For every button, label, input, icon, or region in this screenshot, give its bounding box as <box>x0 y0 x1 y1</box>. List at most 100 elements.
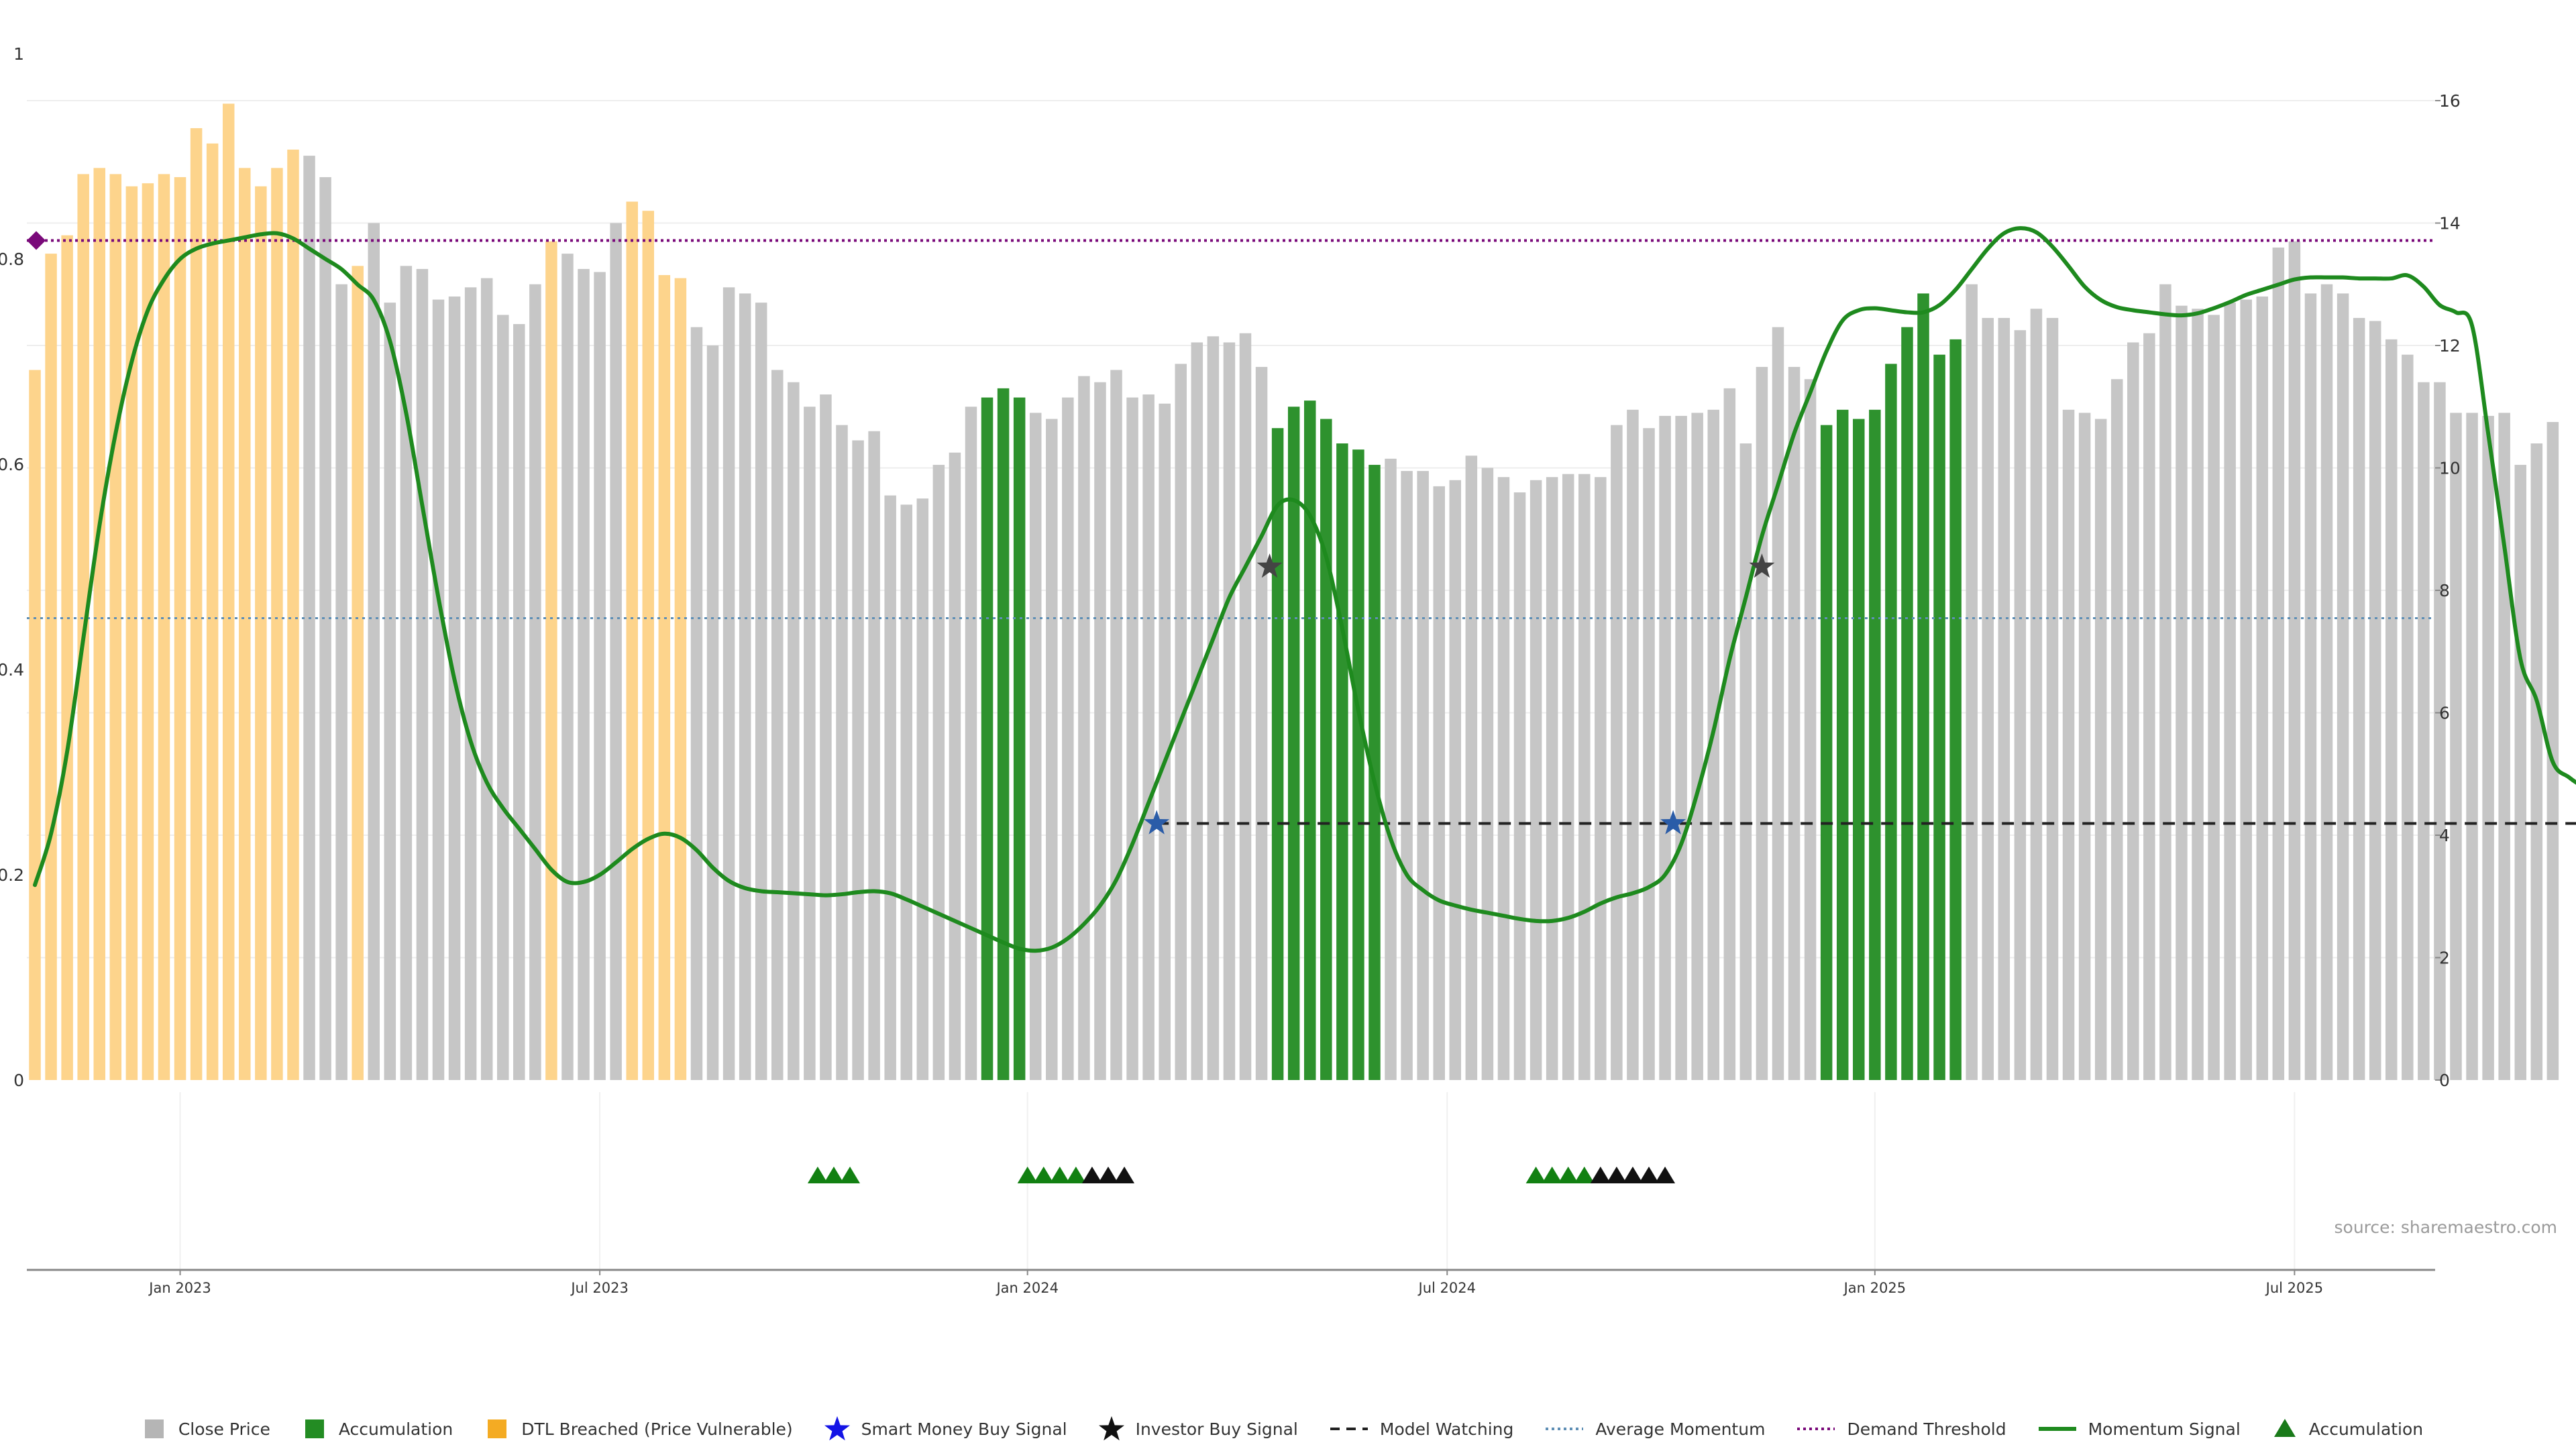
accumulation-triangle-black <box>1606 1167 1627 1183</box>
smart-money-buy-star <box>1144 810 1170 835</box>
close-price-bar <box>2288 241 2301 1080</box>
accumulation-triangle-black <box>1655 1167 1676 1183</box>
right-axis-tick: 10 <box>2439 459 2461 478</box>
legend-label: Accumulation <box>2308 1419 2424 1439</box>
close-price-bar <box>884 495 896 1080</box>
close-price-bar <box>496 315 509 1080</box>
accumulation-bar <box>1287 407 1300 1080</box>
close-price-bar <box>1046 419 1058 1080</box>
close-price-bar <box>2418 382 2430 1080</box>
x-axis-tick: Jul 2023 <box>570 1280 628 1296</box>
close-price-bar <box>2110 379 2123 1080</box>
dtl-breached-bar <box>658 275 671 1080</box>
right-axis-tick: 12 <box>2439 336 2461 356</box>
momentum-signal-line <box>33 226 2576 953</box>
close-price-bar <box>561 254 574 1080</box>
accumulation-triangle <box>823 1167 844 1183</box>
close-price-bar <box>2385 339 2398 1080</box>
legend-item: Demand Threshold <box>1796 1415 2006 1442</box>
close-price-bar <box>916 498 929 1080</box>
x-axis-tick: Jan 2024 <box>995 1280 1059 1296</box>
close-price-bar <box>2127 342 2139 1080</box>
dtl-breached-bar <box>239 168 251 1080</box>
legend-label: Investor Buy Signal <box>1135 1419 1298 1439</box>
dtl-breached-bar <box>45 254 57 1080</box>
dot-swatch <box>1546 1428 1584 1430</box>
accumulation-triangle-black <box>1622 1167 1643 1183</box>
legend-label: Accumulation <box>338 1419 453 1439</box>
accumulation-bar <box>1901 327 1913 1080</box>
dtl-breached-bar <box>206 143 219 1080</box>
close-price-bar <box>1982 317 1994 1080</box>
dot-swatch <box>1797 1428 1835 1430</box>
close-price-bar <box>1739 443 1752 1080</box>
legend-item: Accumulation <box>2271 1415 2423 1442</box>
dtl-breached-bar <box>109 174 122 1080</box>
accumulation-triangle <box>1017 1167 1038 1183</box>
legend-item: Model Watching <box>1329 1415 1513 1442</box>
close-price-bar <box>2176 305 2188 1080</box>
demand-threshold-marker <box>27 231 46 250</box>
legend-item: Smart Money Buy Signal <box>824 1415 1067 1442</box>
close-price-bar <box>2272 248 2285 1080</box>
close-price-bar <box>2482 415 2494 1080</box>
close-price-bar <box>610 223 622 1080</box>
x-axis-tick: Jan 2025 <box>1843 1280 1907 1296</box>
accumulation-bar <box>1933 354 1945 1080</box>
close-price-bar <box>1062 397 1074 1080</box>
close-price-bar <box>2143 333 2155 1080</box>
accumulation-panel <box>179 1092 2296 1269</box>
close-price-bar <box>529 284 541 1080</box>
close-price-bar <box>739 293 751 1080</box>
right-axis-tick: 14 <box>2439 214 2461 233</box>
close-price-bar <box>1562 474 1574 1080</box>
accumulation-bar <box>981 397 994 1080</box>
accumulation-triangle <box>1525 1167 1546 1183</box>
close-price-bar <box>319 177 331 1080</box>
accumulation-triangle <box>840 1167 861 1183</box>
close-price-bar <box>2094 419 2107 1080</box>
close-price-bar <box>1126 397 1138 1080</box>
legend-item: Close Price <box>141 1415 270 1442</box>
dtl-breached-bar <box>222 103 235 1080</box>
dtl-breached-bar <box>674 278 687 1080</box>
close-price-bar <box>1239 333 1252 1080</box>
close-price-bar <box>1159 403 1171 1080</box>
accumulation-bar <box>1820 425 1833 1080</box>
dtl-breached-bar <box>271 168 283 1080</box>
close-price-bar <box>1191 342 1203 1080</box>
dtl-breached-bar <box>287 150 299 1080</box>
accumulation-triangle-black <box>1114 1167 1135 1183</box>
accumulation-bar <box>1917 293 1929 1080</box>
left-axis-tick: 1 <box>13 44 24 64</box>
x-axis-tick: Jul 2024 <box>1417 1280 1476 1296</box>
legend: Close Price Accumulation DTL Breached (Pri… <box>0 1412 2576 1446</box>
close-price-bar <box>755 303 767 1080</box>
close-price-bar <box>1417 471 1429 1080</box>
accumulation-triangle <box>807 1167 828 1183</box>
dtl-breached-bar <box>29 370 41 1080</box>
price-bars <box>29 103 2559 1080</box>
legend-item: Average Momentum <box>1544 1415 1765 1442</box>
close-price-bar <box>1497 477 1510 1080</box>
investor-buy-star <box>1256 553 1283 578</box>
accumulation-bar <box>1885 364 1897 1080</box>
accumulation-bar <box>1336 443 1348 1080</box>
close-price-bar <box>578 268 590 1080</box>
accumulation-bar <box>1352 449 1364 1080</box>
close-price-bar <box>384 303 396 1080</box>
close-price-bar <box>1513 492 1526 1080</box>
close-price-bar <box>852 440 864 1080</box>
square-swatch <box>144 1419 164 1438</box>
right-axis-tick: 4 <box>2439 826 2450 845</box>
accumulation-triangle <box>1033 1167 1054 1183</box>
left-axis-tick: 0.2 <box>0 865 24 885</box>
close-price-bar <box>2514 464 2526 1080</box>
close-price-bar <box>1529 480 1542 1080</box>
legend-label: Smart Money Buy Signal <box>861 1419 1067 1439</box>
close-price-bar <box>2159 284 2171 1080</box>
close-price-bar <box>690 327 703 1080</box>
close-price-bar <box>1546 477 1558 1080</box>
